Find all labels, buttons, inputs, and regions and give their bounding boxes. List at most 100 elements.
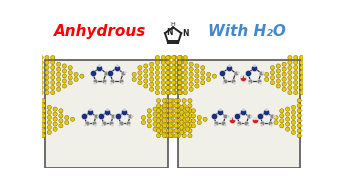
Circle shape <box>294 70 298 75</box>
Circle shape <box>188 129 192 133</box>
Circle shape <box>305 85 309 90</box>
Circle shape <box>167 60 171 65</box>
Circle shape <box>172 60 176 65</box>
Circle shape <box>53 122 57 126</box>
Circle shape <box>285 107 290 111</box>
Circle shape <box>51 85 55 90</box>
Circle shape <box>188 119 192 123</box>
Circle shape <box>53 112 57 116</box>
Circle shape <box>53 117 57 121</box>
Circle shape <box>41 108 45 113</box>
Circle shape <box>311 91 315 95</box>
Circle shape <box>172 85 176 90</box>
Circle shape <box>285 112 290 116</box>
Circle shape <box>314 129 319 133</box>
Text: Anhydrous: Anhydrous <box>54 24 147 39</box>
Circle shape <box>138 66 142 70</box>
Circle shape <box>166 91 170 95</box>
Circle shape <box>45 65 49 70</box>
Circle shape <box>172 55 176 60</box>
Circle shape <box>161 60 165 65</box>
Circle shape <box>173 60 177 65</box>
Circle shape <box>320 114 325 118</box>
Circle shape <box>294 75 298 80</box>
Circle shape <box>51 81 55 85</box>
Circle shape <box>65 120 69 125</box>
Circle shape <box>176 108 180 113</box>
Circle shape <box>297 134 301 138</box>
Circle shape <box>24 134 28 138</box>
Circle shape <box>182 119 186 123</box>
Circle shape <box>183 81 187 85</box>
Circle shape <box>173 55 177 60</box>
Circle shape <box>174 134 178 138</box>
Circle shape <box>188 114 192 118</box>
Circle shape <box>314 98 319 103</box>
Circle shape <box>150 87 154 91</box>
Circle shape <box>320 98 325 103</box>
Circle shape <box>314 114 319 118</box>
Circle shape <box>270 66 275 70</box>
Circle shape <box>162 129 166 133</box>
Circle shape <box>191 109 195 113</box>
Circle shape <box>195 69 199 73</box>
Circle shape <box>320 129 325 133</box>
Circle shape <box>300 65 304 70</box>
Circle shape <box>176 104 180 108</box>
Circle shape <box>41 129 45 133</box>
Circle shape <box>155 81 159 85</box>
Circle shape <box>171 104 175 108</box>
Circle shape <box>47 105 52 109</box>
Circle shape <box>167 65 171 70</box>
Circle shape <box>311 85 315 90</box>
Circle shape <box>162 119 166 123</box>
Circle shape <box>171 129 175 133</box>
Circle shape <box>270 71 275 75</box>
Circle shape <box>173 91 177 95</box>
Circle shape <box>62 64 66 68</box>
Circle shape <box>177 65 182 70</box>
Circle shape <box>51 65 55 70</box>
Circle shape <box>159 105 163 109</box>
Circle shape <box>294 91 298 95</box>
Circle shape <box>168 124 172 128</box>
Circle shape <box>177 75 182 80</box>
Circle shape <box>70 117 75 121</box>
Circle shape <box>195 64 199 68</box>
Circle shape <box>51 75 55 80</box>
Circle shape <box>155 75 159 80</box>
Circle shape <box>167 85 171 90</box>
Circle shape <box>288 70 292 75</box>
Circle shape <box>171 114 175 118</box>
Circle shape <box>285 122 290 126</box>
Circle shape <box>161 91 165 95</box>
Circle shape <box>153 122 157 126</box>
Circle shape <box>188 124 192 128</box>
Circle shape <box>182 98 186 103</box>
Circle shape <box>311 60 315 65</box>
Circle shape <box>45 70 49 75</box>
Circle shape <box>39 91 43 95</box>
Circle shape <box>164 119 169 123</box>
Circle shape <box>147 109 151 113</box>
Circle shape <box>164 114 169 118</box>
Circle shape <box>53 107 57 111</box>
Circle shape <box>182 108 186 113</box>
Circle shape <box>57 67 61 71</box>
Circle shape <box>47 115 52 119</box>
Circle shape <box>191 124 195 128</box>
Circle shape <box>59 114 63 118</box>
Circle shape <box>300 91 304 95</box>
Circle shape <box>65 115 69 120</box>
Circle shape <box>265 77 269 81</box>
Circle shape <box>57 87 61 91</box>
Circle shape <box>188 104 192 108</box>
Circle shape <box>285 127 290 131</box>
Circle shape <box>189 62 193 66</box>
Circle shape <box>311 75 315 80</box>
Circle shape <box>57 77 61 81</box>
Circle shape <box>172 70 176 75</box>
Circle shape <box>297 108 301 113</box>
Circle shape <box>305 70 309 75</box>
Circle shape <box>297 114 301 118</box>
